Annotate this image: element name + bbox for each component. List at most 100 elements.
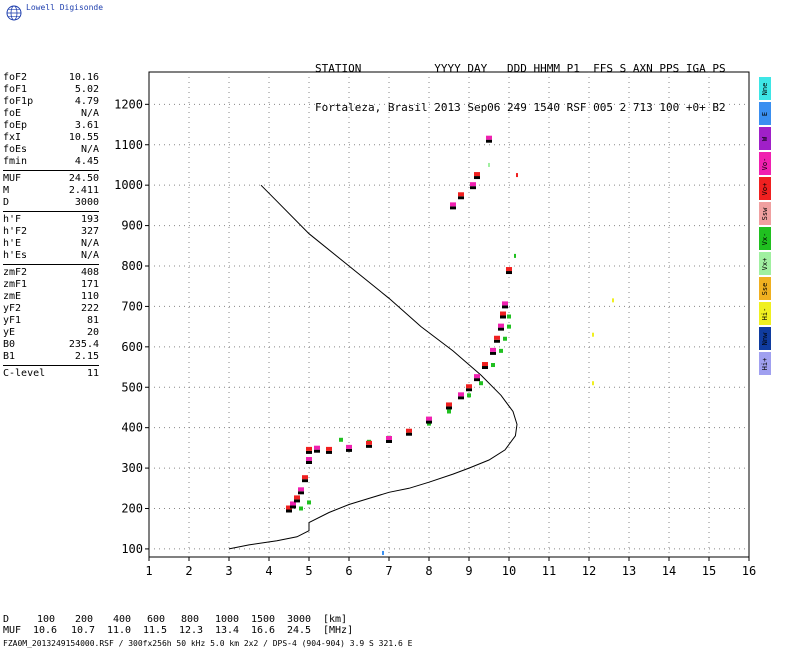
legend-key: Vo+ [759,177,771,200]
param-value: 10.55 [68,132,99,143]
legend-label: W [761,136,769,141]
param-value: 24.50 [68,173,99,184]
y-tick-label: 900 [121,219,143,233]
param-label: foEp [3,120,28,131]
x-tick-label: 14 [662,564,676,578]
o-trace-shadow [426,420,432,424]
o-trace-point [426,416,432,421]
param-row: B1 2.15 [3,351,99,363]
o-trace-point [290,501,296,506]
param-label: foF2 [3,72,28,83]
param-value: 11 [86,368,99,379]
param-label: B0 [3,339,16,350]
o-trace-shadow [486,139,492,143]
param-label: foE [3,108,22,119]
logo: Lowell Digisonde [6,2,156,24]
x-trace-point [339,437,343,442]
muf-value: 11.0 [107,625,132,636]
o-trace-shadow [290,505,296,509]
o-trace-point [314,445,320,450]
o-trace-point [286,505,292,510]
param-label: h'F [3,214,22,225]
param-value: 193 [80,214,99,225]
y-tick-label: 400 [121,421,143,435]
param-label: MUF [3,173,22,184]
echo-point [382,550,384,555]
param-label: yF2 [3,303,22,314]
param-label: fxI [3,132,22,143]
muf-value: 10.7 [71,625,96,636]
o-trace-point [366,440,372,445]
distance-value: 800 [181,614,200,625]
param-value: 3000 [74,197,99,208]
o-trace-point [326,446,332,451]
o-trace-point [386,435,392,440]
o-trace-shadow [474,378,480,382]
legend-label: Vo+ [761,182,769,195]
x-trace-point [479,381,483,386]
o-trace-shadow [506,271,512,275]
x-trace-point [503,336,507,341]
o-trace-shadow [298,491,304,495]
o-trace-shadow [494,339,500,343]
o-trace-point [306,457,312,461]
param-label: zmF2 [3,267,28,278]
param-row: yF1 81 [3,315,99,327]
legend-key: Nne [759,77,771,100]
param-label: h'F2 [3,226,28,237]
legend-label: Ssw [761,207,769,220]
param-value: N/A [80,144,99,155]
muf-value: 12.3 [179,625,204,636]
param-value: N/A [80,250,99,261]
x-trace-point [427,421,431,426]
o-trace-point [498,323,504,328]
param-value: 2.411 [68,185,99,196]
param-value: 5.02 [74,84,99,95]
y-tick-label: 1200 [114,97,143,111]
x-trace-point [507,314,511,319]
distance-value: 200 [75,614,94,625]
legend-label: Hi+ [761,357,769,370]
echo-point [612,298,614,303]
o-trace-shadow [482,366,488,370]
o-trace-shadow [386,439,392,443]
x-tick-label: 15 [702,564,716,578]
param-row: h'F 193 [3,214,99,226]
param-row: h'F2 327 [3,226,99,238]
o-trace-shadow [470,186,476,190]
param-value: 20 [86,327,99,338]
y-tick-label: 1100 [114,138,143,152]
legend-label: Vx+ [761,257,769,270]
o-trace-shadow [302,479,308,483]
plot-frame [148,71,750,558]
echo-point [488,162,490,167]
o-trace-shadow [326,450,332,454]
param-row: foF2 10.16 [3,72,99,84]
o-trace-point [470,182,476,187]
param-row: foE N/A [3,108,99,120]
x-trace-point [447,409,451,414]
x-tick-label: 10 [502,564,516,578]
x-trace-point [491,363,495,368]
x-trace-point [467,393,471,398]
o-trace-shadow [346,448,352,452]
legend-label: Sse [761,282,769,295]
param-row: h'E N/A [3,238,99,250]
o-trace-point [490,347,496,352]
param-row: MUF 24.50 [3,173,99,185]
param-separator [3,264,99,265]
muf-value: 16.6 [251,625,276,636]
muf-value: 11.5 [143,625,168,636]
param-value: 4.45 [74,156,99,167]
param-value: 235.4 [68,339,99,350]
legend-key: Sse [759,277,771,300]
o-trace-point [294,495,300,500]
distance-unit: [km] [323,614,348,625]
o-trace-point [500,311,506,316]
param-row: foF1p 4.79 [3,96,99,108]
y-tick-label: 200 [121,502,143,516]
globe-icon [6,5,22,21]
param-label: C-level [3,368,46,379]
distance-value: 400 [113,614,132,625]
distance-value: 3000 [287,614,312,625]
